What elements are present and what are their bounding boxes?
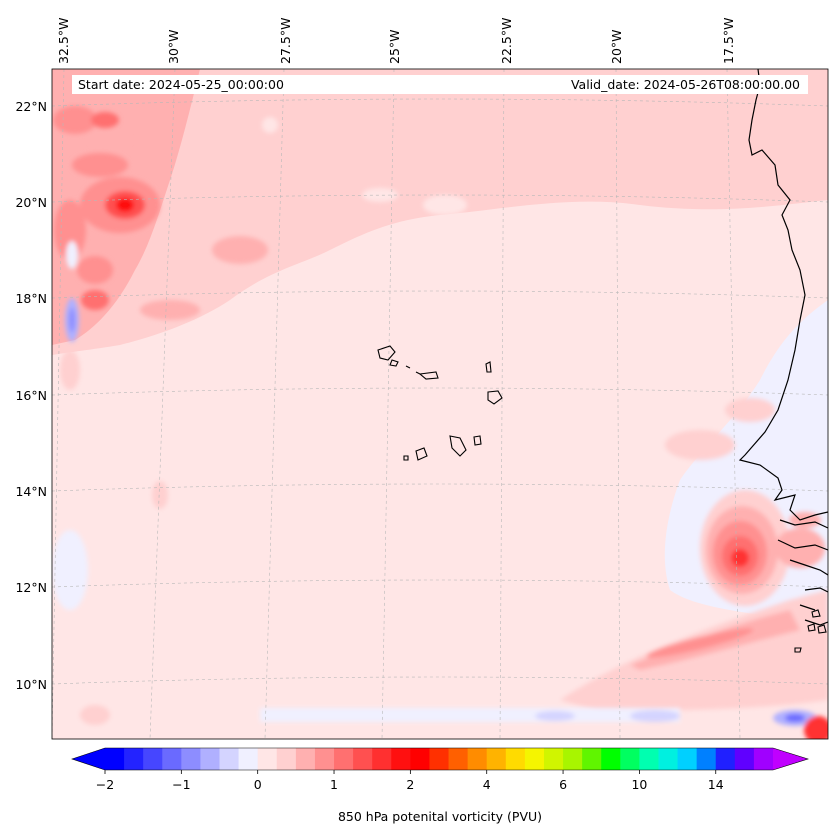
lon-label: 30°W bbox=[166, 29, 181, 64]
lat-label: 16°N bbox=[15, 388, 47, 403]
colorbar-tick-label: 2 bbox=[406, 777, 414, 792]
senegal-gambia-coast bbox=[777, 519, 828, 626]
pv-south-margin bbox=[52, 350, 828, 739]
latitude-labels: 22°N 20°N 18°N 16°N 14°N 12°N 10°N bbox=[15, 99, 47, 692]
lat-label: 12°N bbox=[15, 580, 47, 595]
colorbar-bin bbox=[715, 748, 736, 770]
colorbar-bin bbox=[276, 748, 297, 770]
colorbar-tick-label: 14 bbox=[708, 777, 724, 792]
lat-label: 20°N bbox=[15, 195, 47, 210]
lon-label: 17.5°W bbox=[721, 18, 736, 64]
colorbar-tick-label: 10 bbox=[631, 777, 647, 792]
colorbar-tick-label: −2 bbox=[96, 777, 114, 792]
colorbar-tick-label: 0 bbox=[254, 777, 262, 792]
colorbar-bin bbox=[543, 748, 564, 770]
colorbar-bin bbox=[658, 748, 678, 770]
map-gridlines bbox=[52, 69, 828, 739]
start-date-label: Start date: 2024-05-25_00:00:00 bbox=[72, 75, 528, 94]
lat-label: 10°N bbox=[15, 677, 47, 692]
colorbar-bin bbox=[372, 748, 392, 770]
colorbar-bin bbox=[105, 748, 125, 770]
lon-label: 22.5°W bbox=[499, 18, 514, 64]
colorbar-bin bbox=[124, 748, 144, 770]
pv-coastal-blobs bbox=[665, 398, 775, 460]
colorbar-bin bbox=[601, 748, 621, 770]
colorbar-bin bbox=[238, 748, 259, 770]
colorbar-bin bbox=[162, 748, 182, 770]
cape-verde-islands bbox=[377, 345, 503, 461]
lat-label: 14°N bbox=[15, 484, 47, 499]
colorbar-tick-label: 4 bbox=[483, 777, 491, 792]
colorbar-extend-high bbox=[773, 748, 808, 770]
colorbar-tick-label: 1 bbox=[330, 777, 338, 792]
colorbar-bin bbox=[696, 748, 717, 770]
colorbar-tick-label: −1 bbox=[172, 777, 190, 792]
lat-label: 22°N bbox=[15, 99, 47, 114]
colorbar-bin bbox=[467, 748, 488, 770]
colorbar-bin bbox=[353, 748, 373, 770]
map-field bbox=[52, 69, 828, 739]
colorbar-ticks: −2 −1 0 1 2 4 6 10 14 bbox=[96, 770, 724, 792]
colorbar-bin bbox=[620, 748, 640, 770]
colorbar-extend-low bbox=[72, 748, 105, 770]
longitude-labels: 32.5°W 30°W 27.5°W 25°W 22.5°W 20°W 17.5… bbox=[56, 18, 736, 64]
valid-date-label: Valid_date: 2024-05-26T08:00:00.00 bbox=[528, 75, 808, 94]
colorbar-bin bbox=[563, 748, 583, 770]
lon-label: 32.5°W bbox=[56, 18, 71, 64]
colorbar-label: 850 hPa potenital vorticity (PVU) bbox=[338, 809, 542, 824]
colorbar-bin bbox=[295, 748, 316, 770]
colorbar-bin bbox=[429, 748, 449, 770]
colorbar-bin bbox=[257, 748, 278, 770]
colorbar-bin bbox=[334, 748, 354, 770]
colorbar-bin bbox=[143, 748, 163, 770]
africa-coastline bbox=[738, 69, 828, 521]
colorbar-bin bbox=[314, 748, 335, 770]
colorbar-bin bbox=[486, 748, 507, 770]
map-frame bbox=[51, 68, 829, 740]
colorbar-bin bbox=[753, 748, 774, 770]
lon-label: 25°W bbox=[387, 29, 402, 64]
bissagos-islands bbox=[794, 609, 827, 653]
colorbar-bin bbox=[391, 748, 411, 770]
pv-north-patches bbox=[140, 117, 467, 320]
colorbar-bin bbox=[219, 748, 239, 770]
colorbar-bin bbox=[639, 748, 659, 770]
colorbar-bin bbox=[410, 748, 430, 770]
colorbar: −2 −1 0 1 2 4 6 10 14 850 hPa potenital vorticit… bbox=[71, 747, 810, 824]
colorbar-bin bbox=[505, 748, 526, 770]
colorbar-bin bbox=[734, 748, 755, 770]
colorbar-tick-label: 6 bbox=[559, 777, 567, 792]
colorbar-bin bbox=[524, 748, 545, 770]
colorbar-bin bbox=[582, 748, 602, 770]
colorbar-bin bbox=[448, 748, 469, 770]
lon-label: 20°W bbox=[609, 29, 624, 64]
lat-label: 18°N bbox=[15, 291, 47, 306]
colorbar-bin bbox=[677, 748, 698, 770]
lon-label: 27.5°W bbox=[278, 18, 293, 64]
colorbar-bin bbox=[200, 748, 220, 770]
colorbar-bins bbox=[105, 748, 774, 770]
colorbar-bin bbox=[181, 748, 201, 770]
pv-vortex-gambia bbox=[700, 490, 825, 606]
pv-west-blobs bbox=[53, 106, 160, 342]
